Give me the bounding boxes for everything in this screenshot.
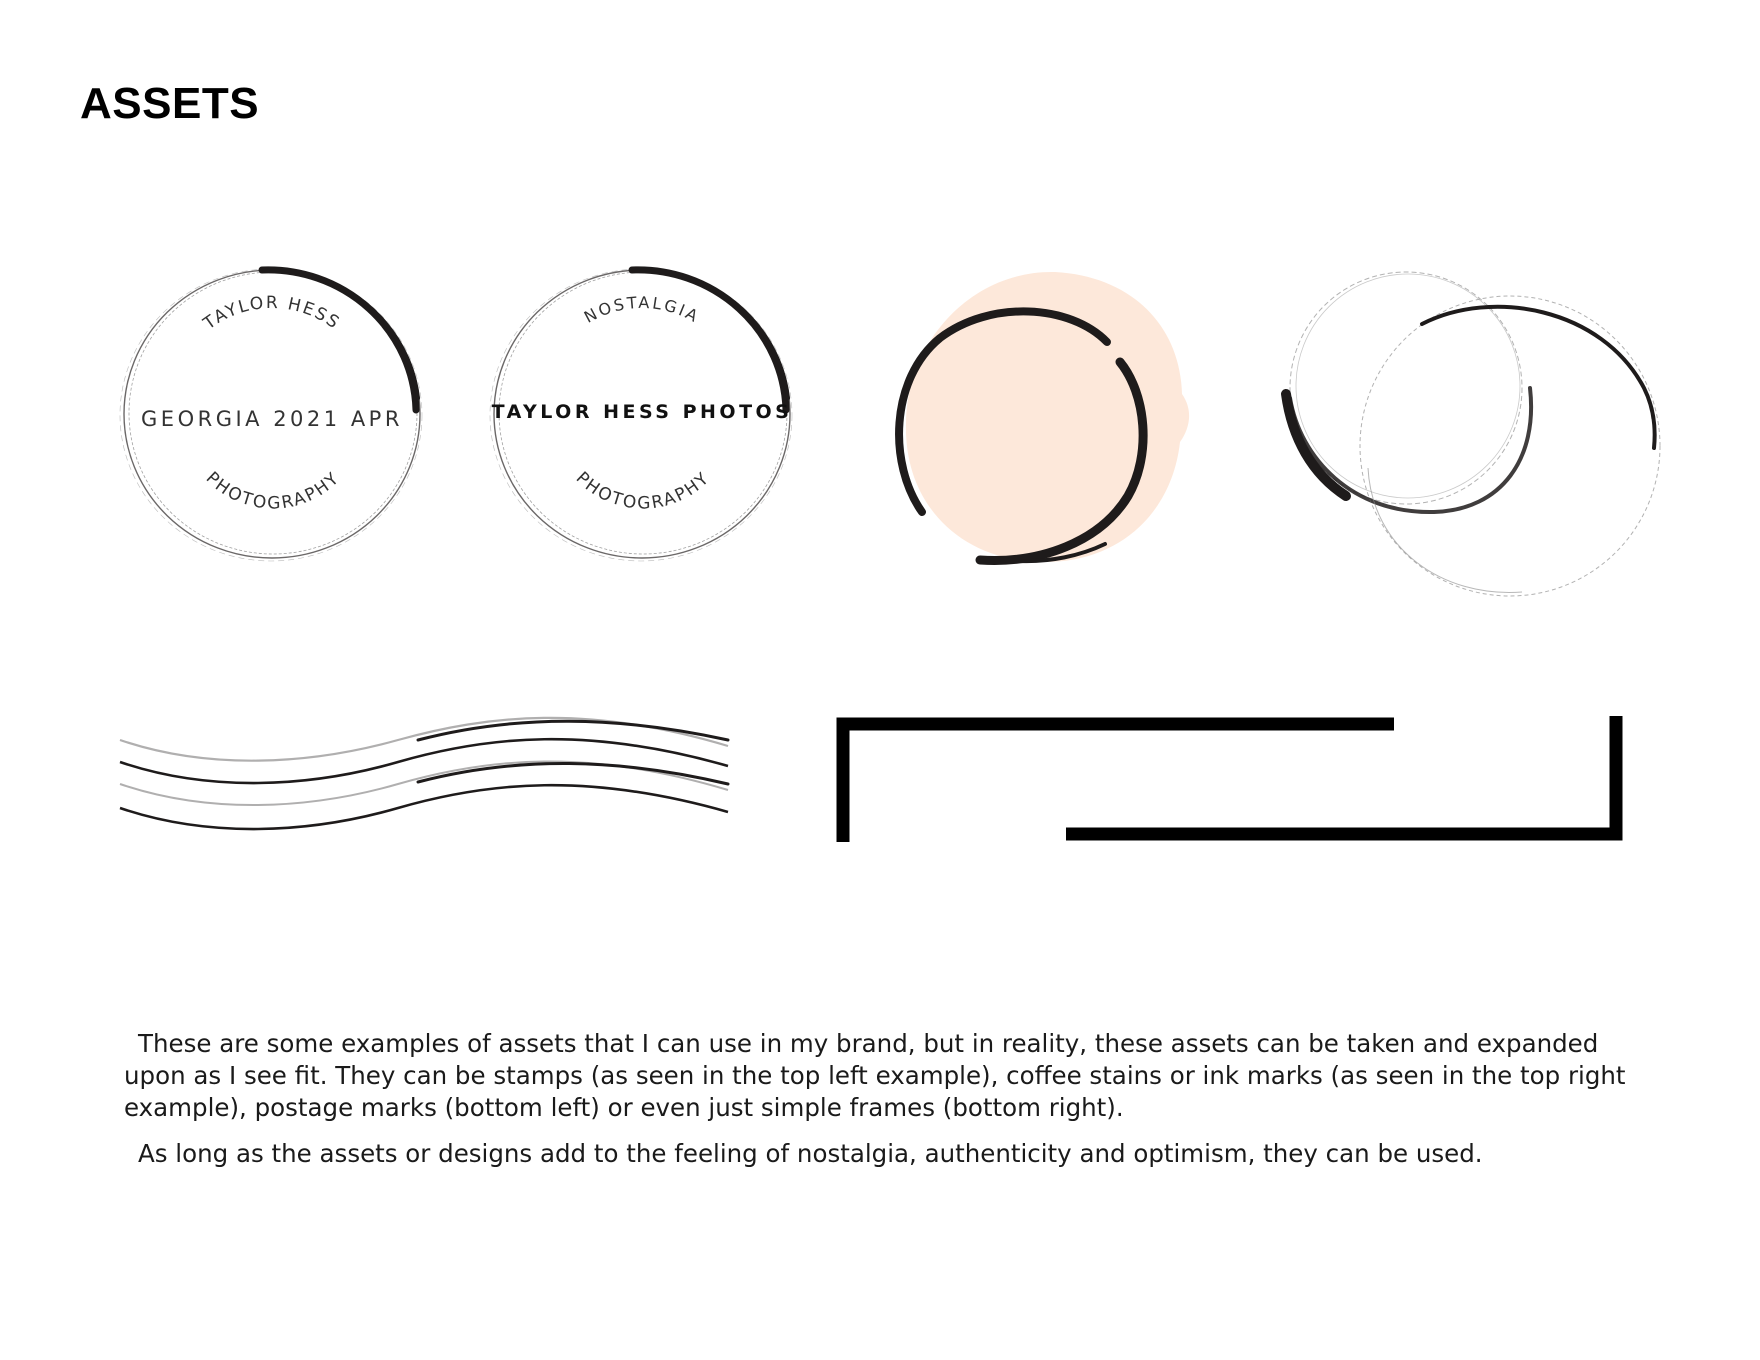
frame-asset xyxy=(836,716,1626,846)
ink-rings-asset xyxy=(1272,268,1662,604)
assets-description: These are some examples of assets that I… xyxy=(124,1028,1664,1184)
description-paragraph-2: As long as the assets or designs add to … xyxy=(124,1138,1664,1170)
description-paragraph-1: These are some examples of assets that I… xyxy=(124,1028,1664,1124)
stamp-asset-georgia: TAYLOR HESS GEORGIA 2021 APR PHOTOGRAPHY xyxy=(112,258,434,570)
frame-corner-bottom-right xyxy=(1066,716,1616,834)
page-title: ASSETS xyxy=(80,82,259,126)
large-ring xyxy=(1360,296,1660,596)
postage-marks-asset xyxy=(118,710,738,860)
frame-corner-top-left xyxy=(843,724,1394,842)
stamp-asset-nostalgia: NOSTALGIA TAYLOR HESS PHOTOS PHOTOGRAPHY xyxy=(482,258,804,570)
coffee-stain-asset xyxy=(880,264,1200,574)
stamp-top-text: NOSTALGIA xyxy=(581,293,703,327)
stamp-bottom-text: PHOTOGRAPHY xyxy=(572,468,714,513)
stamp-center-text: TAYLOR HESS PHOTOS xyxy=(492,401,793,423)
stamp-center-text: GEORGIA 2021 APR xyxy=(141,407,403,431)
stamp-bottom-text: PHOTOGRAPHY xyxy=(202,468,344,513)
stamp-top-text: TAYLOR HESS xyxy=(199,293,344,335)
